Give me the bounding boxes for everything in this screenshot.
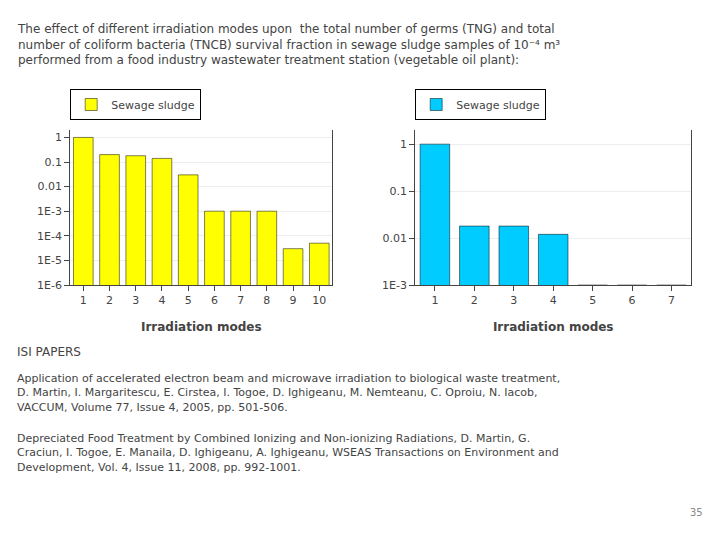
svg-text:1E-6: 1E-6 [37,279,62,292]
svg-text:0.1: 0.1 [45,156,63,169]
svg-text:1E-5: 1E-5 [37,254,62,267]
svg-text:2: 2 [471,294,478,307]
svg-text:ISI PAPERS: ISI PAPERS [17,345,81,359]
svg-text:1: 1 [55,131,62,144]
svg-text:10: 10 [312,294,326,307]
svg-text:35: 35 [690,507,703,518]
svg-text:Depreciated Food Treatment by: Depreciated Food Treatment by Combined I… [17,432,559,474]
svg-text:5: 5 [589,294,596,307]
svg-text:Application of accelerated ele: Application of accelerated electron beam… [17,372,560,414]
svg-text:0.1: 0.1 [390,185,408,198]
svg-text:1: 1 [400,138,407,151]
svg-text:5: 5 [185,294,192,307]
svg-text:4: 4 [550,294,557,307]
svg-text:0.01: 0.01 [38,180,63,193]
svg-text:1: 1 [431,294,438,307]
svg-text:2: 2 [106,294,113,307]
svg-text:4: 4 [158,294,165,307]
svg-text:The effect of different irradi: The effect of different irradiation mode… [17,22,560,67]
svg-text:1E-3: 1E-3 [37,205,62,218]
svg-text:9: 9 [290,294,297,307]
svg-text:Sewage sludge: Sewage sludge [456,99,539,112]
svg-text:1E-4: 1E-4 [37,230,62,243]
svg-text:1E-3: 1E-3 [382,279,407,292]
svg-text:Irradiation modes: Irradiation modes [141,320,262,334]
svg-text:8: 8 [263,294,270,307]
svg-text:3: 3 [510,294,517,307]
svg-text:7: 7 [237,294,244,307]
svg-text:0.01: 0.01 [383,232,408,245]
svg-text:7: 7 [668,294,675,307]
svg-text:1: 1 [80,294,87,307]
svg-text:6: 6 [211,294,218,307]
svg-text:Irradiation modes: Irradiation modes [493,320,614,334]
svg-text:3: 3 [132,294,139,307]
svg-text:6: 6 [629,294,636,307]
svg-text:Sewage sludge: Sewage sludge [111,99,194,112]
